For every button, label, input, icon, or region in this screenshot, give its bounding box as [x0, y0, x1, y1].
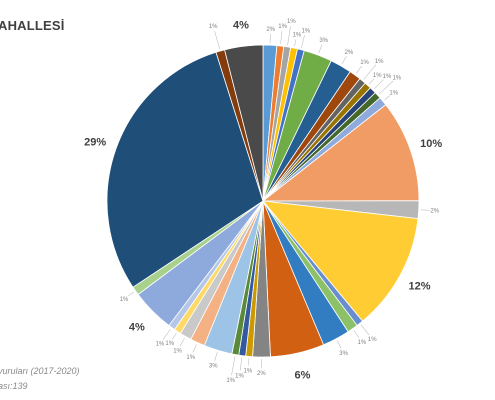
leader-line: [336, 340, 342, 349]
leader-line: [363, 64, 377, 80]
leader-line: [318, 44, 323, 54]
footnote-source: vuruları (2017-2020): [0, 366, 80, 376]
slice-data-label: 6%: [294, 370, 310, 382]
leader-line: [239, 357, 243, 371]
leader-line: [301, 35, 305, 48]
slice-data-label: 1%: [278, 24, 287, 30]
slice-data-label: 1%: [368, 337, 377, 343]
leader-line: [214, 352, 218, 361]
slice-data-label: 3%: [339, 351, 348, 357]
leader-line: [294, 39, 297, 47]
slice-data-label: 1%: [165, 341, 174, 347]
leader-line: [280, 31, 283, 45]
slice-data-label: 1%: [301, 28, 310, 34]
leader-line: [353, 330, 360, 338]
slice-data-label: 1%: [226, 378, 235, 384]
slice-data-label: 1%: [173, 348, 182, 354]
leader-line: [287, 26, 291, 45]
leader-line: [420, 209, 430, 211]
leader-line: [356, 66, 362, 74]
leader-line: [162, 328, 171, 340]
pie-slice: [106, 51, 264, 288]
slice-data-label: 1%: [120, 297, 129, 303]
slice-data-label: 1%: [375, 59, 384, 65]
slice-data-label: 1%: [358, 340, 367, 346]
slice-data-label: 29%: [84, 137, 106, 149]
chart-title: AHALLESİ: [0, 18, 65, 33]
slice-data-label: 2%: [345, 50, 354, 56]
leader-line: [368, 78, 375, 85]
leader-line: [192, 344, 197, 353]
slice-data-label: 1%: [186, 355, 195, 361]
pie-slice: [262, 200, 419, 322]
leader-line: [378, 80, 394, 95]
leader-line: [384, 95, 391, 101]
slice-data-label: 3%: [209, 364, 218, 370]
slice-data-label: 10%: [420, 138, 442, 150]
slice-data-label: 1%: [235, 373, 244, 379]
slice-data-label: 1%: [209, 24, 218, 30]
slice-data-label: 1%: [383, 74, 392, 80]
slice-data-label: 4%: [129, 322, 145, 334]
slice-data-label: 1%: [287, 19, 296, 25]
slice-data-label: 4%: [233, 19, 249, 31]
leader-line: [179, 337, 185, 347]
slice-data-label: 1%: [293, 32, 302, 38]
leader-line: [374, 79, 384, 90]
footnote-count: ası:139: [0, 381, 28, 391]
slice-data-label: 1%: [244, 368, 253, 374]
slice-data-label: 1%: [360, 60, 369, 66]
leader-line: [127, 291, 135, 297]
leader-line: [172, 332, 177, 340]
slice-data-label: 1%: [156, 342, 165, 348]
slice-data-label: 2%: [266, 27, 275, 33]
slice-data-label: 1%: [392, 76, 401, 82]
leader-line: [231, 356, 236, 376]
leader-line: [247, 358, 250, 366]
pie-slice: [261, 104, 420, 202]
slice-data-label: 2%: [430, 209, 439, 215]
slice-data-label: 2%: [257, 371, 266, 377]
pie-slice: [224, 44, 264, 202]
leader-line: [360, 324, 370, 336]
slice-data-label: 1%: [389, 90, 398, 96]
slice-data-label: 12%: [409, 281, 431, 293]
slice-data-label: 1%: [373, 73, 382, 79]
slice-data-label: 3%: [319, 38, 328, 44]
leader-line: [214, 30, 221, 50]
leader-line: [341, 56, 347, 65]
